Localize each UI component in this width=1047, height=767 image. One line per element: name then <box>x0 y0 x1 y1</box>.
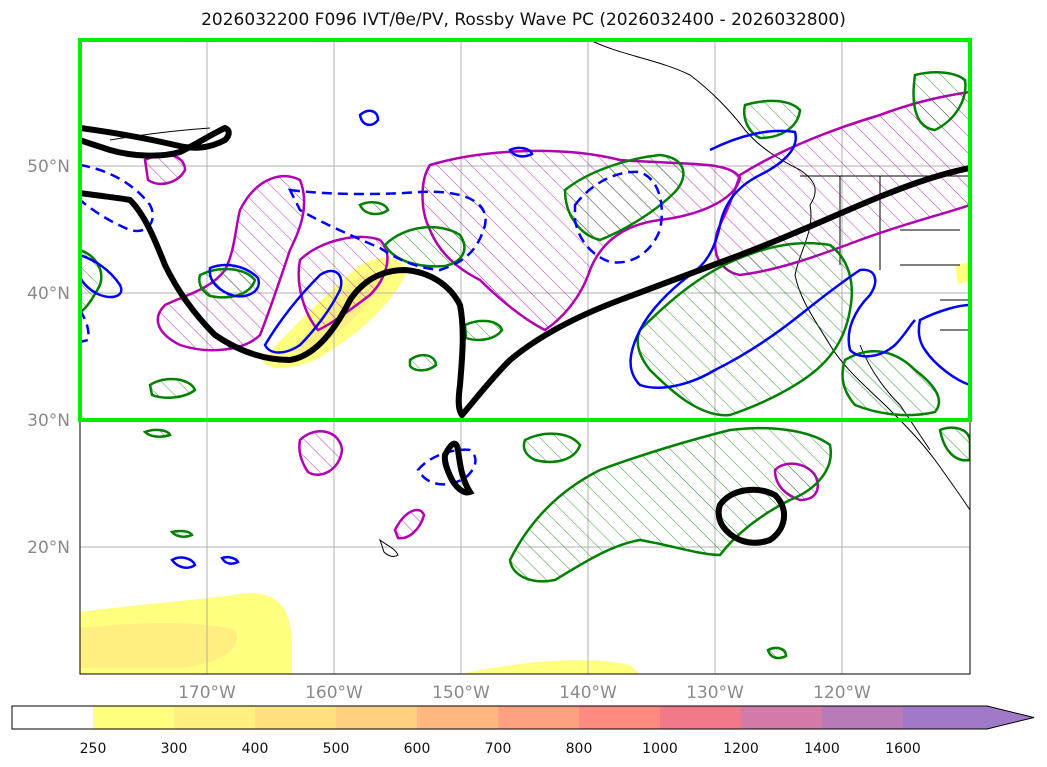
ivt-fill-south-inner <box>80 623 238 668</box>
pv-neg-west-mid <box>208 263 261 298</box>
pv-neg-southeast <box>917 303 970 387</box>
colorbar-label-1200: 1200 <box>723 741 759 757</box>
colorbar-label-1600: 1600 <box>885 741 921 757</box>
pv-region-south-wide <box>508 426 833 583</box>
pv-region-center-mid <box>463 319 504 342</box>
pv-region-southwest <box>522 432 582 464</box>
pv-neg-north-small <box>358 109 380 127</box>
colorbar-seg-2 <box>174 706 255 729</box>
colorbar-labels: 250 300 400 500 600 700 800 1000 1200 14… <box>80 741 921 757</box>
pv-neg-dashed-gulf <box>573 170 664 264</box>
theta-e-contours <box>80 124 970 546</box>
lat-label-20: 20°N <box>27 538 70 558</box>
colorbar-label-600: 600 <box>404 741 431 757</box>
colorbar-seg-5 <box>417 706 498 729</box>
colorbar-seg-6 <box>498 706 579 729</box>
theta-e-south-hook <box>441 440 475 496</box>
colorbar-seg-1 <box>93 706 174 729</box>
pv-region-hawaii-west <box>142 428 172 438</box>
pv-neg-dashed-west-low <box>80 307 90 344</box>
lat-label-50: 50°N <box>27 157 70 177</box>
pv-region-small-north <box>358 201 390 216</box>
ivt-fill-east <box>955 262 970 285</box>
pv-region-southeast-coast <box>841 350 941 417</box>
lon-label-120w: 120°W <box>813 683 871 703</box>
pv-region-alaska <box>912 71 967 132</box>
lon-label-150w: 150°W <box>432 683 490 703</box>
lon-label-130w: 130°W <box>686 683 744 703</box>
pv-neg-north-tiny <box>508 146 534 158</box>
lat-label-30: 30°N <box>27 411 70 431</box>
lat-label-40: 40°N <box>27 284 70 304</box>
pv-neg-dashed-center <box>287 188 487 272</box>
pv-neg-dashed-west <box>80 163 155 233</box>
colorbar-seg-8 <box>660 706 741 729</box>
pv-neg-center <box>263 269 343 354</box>
highlight-box <box>78 38 972 422</box>
colorbar-label-300: 300 <box>161 741 188 757</box>
longitude-labels: 170°W 160°W 150°W 140°W 130°W 120°W <box>178 683 871 703</box>
pv-region-gulf <box>563 153 685 242</box>
pv-neg-east <box>629 129 916 389</box>
colorbar-outline <box>11 705 1035 730</box>
pv-region-east-edge <box>938 426 970 462</box>
colorbar-seg-3 <box>255 706 336 729</box>
coast-islands-north <box>109 127 211 141</box>
rossby-wave-pc-contours <box>143 90 970 540</box>
colorbar-extend-arrow <box>987 706 1034 729</box>
colorbar-seg-10 <box>822 706 903 729</box>
colorbar-seg-4 <box>336 706 417 729</box>
latitude-labels: 50°N 40°N 30°N 20°N <box>27 157 70 558</box>
colorbar-label-1400: 1400 <box>804 741 840 757</box>
pv-positive-contours <box>80 71 970 660</box>
colorbar-seg-0 <box>12 706 93 729</box>
colorbar-label-700: 700 <box>485 741 512 757</box>
rossby-region-south-small <box>393 508 426 540</box>
lon-label-140w: 140°W <box>559 683 617 703</box>
coast-hawaii <box>378 538 399 557</box>
pv-region-south-tiny <box>766 646 788 660</box>
colorbar-seg-7 <box>579 706 660 729</box>
pv-region-center-low <box>408 353 438 372</box>
colorbar-label-1000: 1000 <box>642 741 678 757</box>
ivt-fill-southeast <box>460 660 640 674</box>
colorbar: 250 300 400 500 600 700 800 1000 1200 14… <box>11 705 1035 757</box>
colorbar-seg-11 <box>903 706 987 729</box>
theta-e-main <box>80 165 970 420</box>
pv-region-hawaii-far <box>169 529 194 538</box>
map-title: 2026032200 F096 IVT/θe/PV, Rossby Wave P… <box>201 10 846 30</box>
pv-neg-west <box>80 253 123 299</box>
rossby-region-center <box>297 235 389 332</box>
lon-label-160w: 160°W <box>305 683 363 703</box>
theta-e-north <box>80 124 232 159</box>
rossby-region-south <box>298 430 344 476</box>
pv-neg-hawaii-west <box>170 556 197 569</box>
pv-negative-contours <box>80 109 970 569</box>
pv-region-west-far <box>80 248 103 314</box>
pv-region-west-lower <box>148 377 197 399</box>
theta-e-south-loop <box>715 486 787 546</box>
colorbar-label-400: 400 <box>242 741 269 757</box>
pv-neg-dashed-south <box>416 448 477 486</box>
colorbar-label-500: 500 <box>323 741 350 757</box>
pv-neg-hawaii-tiny <box>220 555 240 565</box>
lon-label-170w: 170°W <box>178 683 236 703</box>
colorbar-label-250: 250 <box>80 741 107 757</box>
colorbar-label-800: 800 <box>566 741 593 757</box>
colorbar-seg-9 <box>741 706 822 729</box>
